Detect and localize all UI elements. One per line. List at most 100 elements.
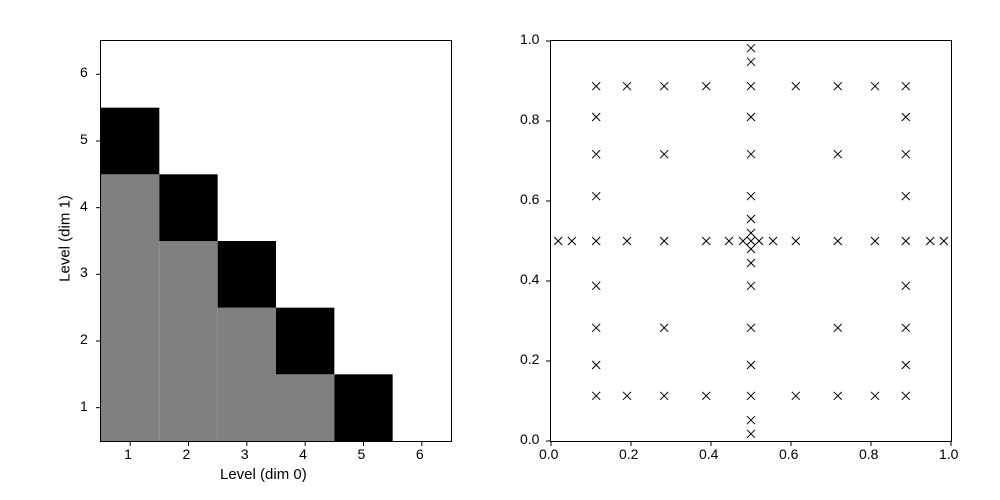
left-ytick-label: 5 <box>80 131 88 147</box>
scatter-point <box>940 237 948 245</box>
scatter-point <box>755 237 763 245</box>
scatter-point <box>902 282 910 290</box>
left-xlabel: Level (dim 0) <box>220 466 307 483</box>
scatter-point <box>623 237 631 245</box>
scatter-point <box>747 282 755 290</box>
scatter-point <box>660 392 668 400</box>
scatter-point <box>592 282 600 290</box>
scatter-point <box>747 82 755 90</box>
left-plot-svg <box>101 41 451 441</box>
scatter-point <box>871 82 879 90</box>
scatter-point <box>902 361 910 369</box>
scatter-point <box>834 392 842 400</box>
right-ytick-label: 0.8 <box>520 111 539 127</box>
scatter-point <box>747 229 755 237</box>
scatter-point <box>554 237 562 245</box>
left-ytick-label: 1 <box>80 398 88 414</box>
left-xtick-label: 6 <box>416 446 424 462</box>
scatter-point <box>902 113 910 121</box>
scatter-point <box>739 237 747 245</box>
scatter-point <box>592 150 600 158</box>
scatter-point <box>660 324 668 332</box>
scatter-point <box>747 324 755 332</box>
black-cell <box>101 108 159 175</box>
scatter-point <box>926 237 934 245</box>
scatter-point <box>792 237 800 245</box>
scatter-point <box>592 361 600 369</box>
scatter-point <box>747 215 755 223</box>
scatter-point <box>747 58 755 66</box>
scatter-point <box>747 192 755 200</box>
scatter-point <box>747 416 755 424</box>
scatter-point <box>747 113 755 121</box>
scatter-point <box>834 150 842 158</box>
scatter-point <box>592 237 600 245</box>
right-xtick-label: 0.2 <box>619 446 638 462</box>
scatter-point <box>834 324 842 332</box>
scatter-point <box>792 82 800 90</box>
right-xtick-label: 0.8 <box>859 446 878 462</box>
scatter-point <box>902 150 910 158</box>
scatter-point <box>747 150 755 158</box>
grey-cell <box>218 308 276 441</box>
scatter-point <box>592 82 600 90</box>
scatter-point <box>769 237 777 245</box>
left-xtick-label: 2 <box>183 446 191 462</box>
scatter-point <box>702 82 710 90</box>
scatter-point <box>660 237 668 245</box>
scatter-point <box>725 237 733 245</box>
scatter-point <box>834 237 842 245</box>
scatter-point <box>568 237 576 245</box>
scatter-point <box>747 392 755 400</box>
right-xtick-label: 1.0 <box>939 446 958 462</box>
scatter-point <box>834 82 842 90</box>
black-cell <box>334 374 392 441</box>
left-ytick-label: 4 <box>80 198 88 214</box>
scatter-point <box>660 150 668 158</box>
right-axes <box>550 40 952 442</box>
right-ytick-label: 0.6 <box>520 191 539 207</box>
scatter-point <box>902 324 910 332</box>
scatter-point <box>623 82 631 90</box>
grey-cell <box>276 374 334 441</box>
scatter-point <box>747 259 755 267</box>
left-xtick-label: 1 <box>124 446 132 462</box>
scatter-point <box>660 82 668 90</box>
scatter-point <box>747 245 755 253</box>
left-ylabel: Level (dim 1) <box>57 184 74 294</box>
left-ytick-label: 6 <box>80 64 88 80</box>
scatter-point <box>871 392 879 400</box>
grey-cell <box>101 174 159 441</box>
left-xtick-label: 3 <box>241 446 249 462</box>
scatter-point <box>747 361 755 369</box>
black-cell <box>218 241 276 308</box>
right-ytick-label: 1.0 <box>520 31 539 47</box>
black-cell <box>276 308 334 375</box>
right-ytick-label: 0.0 <box>520 431 539 447</box>
right-ytick-label: 0.2 <box>520 351 539 367</box>
right-xtick-label: 0.4 <box>699 446 718 462</box>
scatter-point <box>871 237 879 245</box>
grey-cell <box>159 241 217 441</box>
left-ytick-label: 3 <box>80 264 88 280</box>
scatter-point <box>592 324 600 332</box>
figure: Level (dim 0) Level (dim 1) 1 2 3 4 5 6 1 2 3 4 5 6… <box>0 0 1000 500</box>
scatter-point <box>592 392 600 400</box>
scatter-point <box>592 113 600 121</box>
right-plot-svg <box>551 41 951 441</box>
scatter-point <box>702 237 710 245</box>
scatter-point <box>747 430 755 438</box>
scatter-point <box>902 82 910 90</box>
scatter-point <box>702 392 710 400</box>
right-xtick-label: 0.0 <box>539 446 558 462</box>
left-axes <box>100 40 452 442</box>
left-xtick-label: 5 <box>358 446 366 462</box>
black-cell <box>159 174 217 241</box>
scatter-point <box>902 192 910 200</box>
scatter-point <box>592 192 600 200</box>
left-ytick-label: 2 <box>80 331 88 347</box>
scatter-point <box>792 392 800 400</box>
right-ytick-label: 0.4 <box>520 271 539 287</box>
scatter-point <box>747 44 755 52</box>
left-xtick-label: 4 <box>299 446 307 462</box>
